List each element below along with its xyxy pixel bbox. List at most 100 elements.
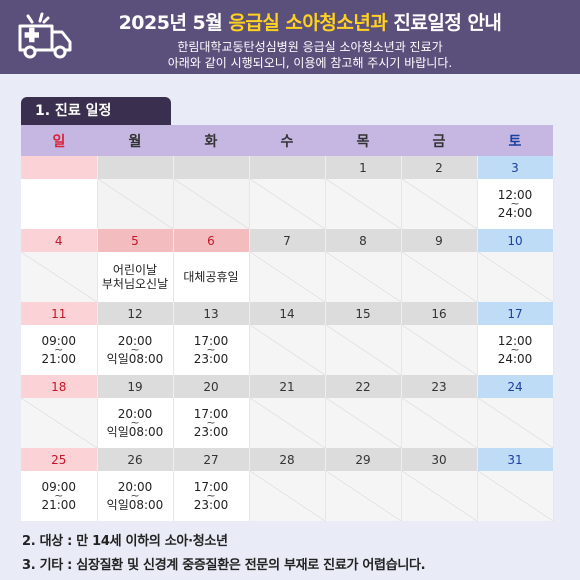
tilde-separator: ~ xyxy=(130,343,140,356)
holiday-label: 부처님오신날 xyxy=(101,277,169,291)
date-cell-sat: 3 xyxy=(477,156,554,179)
section-tab-schedule: 1. 진료 일정 xyxy=(21,97,171,125)
schedule-cell xyxy=(477,398,554,448)
title-highlight: 응급실 소아청소년과 xyxy=(228,12,388,34)
end-time: 익일08:00 xyxy=(106,352,164,366)
tilde-separator: ~ xyxy=(206,343,216,356)
date-cell-thu: 22 xyxy=(325,375,402,398)
ambulance-icon xyxy=(18,12,72,59)
schedule-row: 09:00 ~21:00 20:00 ~ 익일08:00 17:00 ~23:00 xyxy=(21,471,554,521)
schedule-cell xyxy=(477,252,554,302)
weekday-sun: 일 xyxy=(21,125,97,156)
end-time: 23:00 xyxy=(193,498,229,512)
start-time: 20:00 xyxy=(117,480,153,494)
schedule-cell: 20:00 ~ 익일08:00 xyxy=(97,471,174,521)
schedule-cell xyxy=(401,325,478,375)
schedule-cell: 20:00 ~ 익일08:00 xyxy=(97,398,174,448)
start-time: 09:00 xyxy=(41,334,77,348)
date-row: 11 12 13 14 15 16 17 xyxy=(21,302,554,325)
date-cell-wed: 21 xyxy=(249,375,326,398)
tilde-separator: ~ xyxy=(130,416,140,429)
schedule-cell: 09:00 ~21:00 xyxy=(21,471,98,521)
schedule-cell: 20:00 ~ 익일08:00 xyxy=(97,325,174,375)
weekday-mon: 월 xyxy=(97,125,173,156)
schedule-cell xyxy=(249,398,326,448)
schedule-row: 어린이날 부처님오신날 대체공휴일 xyxy=(21,252,554,302)
schedule-row: 20:00 ~ 익일08:00 17:00 ~23:00 xyxy=(21,398,554,448)
date-cell-sun: 4 xyxy=(21,229,98,252)
date-cell-sun: 11 xyxy=(21,302,98,325)
schedule-cell xyxy=(325,179,402,229)
tilde-separator: ~ xyxy=(54,343,64,356)
tilde-separator: ~ xyxy=(54,489,64,502)
schedule-cell xyxy=(325,471,402,521)
schedule-cell: 12:00 ~24:00 xyxy=(477,179,554,229)
schedule-cell xyxy=(97,179,174,229)
weekday-header-row: 일 월 화 수 목 금 토 xyxy=(21,125,553,156)
date-cell-sat: 31 xyxy=(477,448,554,471)
date-cell-fri: 2 xyxy=(401,156,478,179)
schedule-row: 09:00 ~21:00 20:00 ~ 익일08:00 17:00 ~23:00 12:00… xyxy=(21,325,554,375)
schedule-cell: 17:00 ~23:00 xyxy=(173,471,250,521)
end-time: 24:00 xyxy=(497,352,533,366)
schedule-cell xyxy=(21,398,98,448)
start-time: 12:00 xyxy=(497,188,533,202)
date-row: 4 5 6 7 8 9 10 xyxy=(21,229,554,252)
schedule-cell xyxy=(477,471,554,521)
schedule-cell: 17:00 ~23:00 xyxy=(173,325,250,375)
date-cell-wed: 7 xyxy=(249,229,326,252)
date-cell-thu: 8 xyxy=(325,229,402,252)
date-cell-thu: 29 xyxy=(325,448,402,471)
tilde-separator: ~ xyxy=(510,343,520,356)
footer-target-note: 2. 대상 : 만 14세 이하의 소아·청소년 xyxy=(22,534,228,549)
schedule-cell: 12:00 ~24:00 xyxy=(477,325,554,375)
date-row: 18 19 20 21 22 23 24 xyxy=(21,375,554,398)
schedule-cell: 17:00 ~23:00 xyxy=(173,398,250,448)
date-cell-mon: 5 xyxy=(97,229,174,252)
date-cell-sat: 24 xyxy=(477,375,554,398)
holiday-label: 대체공휴일 xyxy=(183,270,239,284)
weekday-wed: 수 xyxy=(249,125,325,156)
date-cell-thu: 15 xyxy=(325,302,402,325)
date-cell-tue xyxy=(173,156,250,179)
date-cell-tue: 27 xyxy=(173,448,250,471)
holiday-label: 어린이날 xyxy=(112,263,158,277)
date-cell-fri: 30 xyxy=(401,448,478,471)
schedule-cell: 대체공휴일 xyxy=(173,252,250,302)
schedule-cell xyxy=(401,179,478,229)
weekday-tue: 화 xyxy=(173,125,249,156)
date-cell-mon: 26 xyxy=(97,448,174,471)
start-time: 17:00 xyxy=(193,407,229,421)
schedule-cell xyxy=(249,252,326,302)
start-time: 12:00 xyxy=(497,334,533,348)
date-cell-sun xyxy=(21,156,98,179)
date-cell-mon xyxy=(97,156,174,179)
start-time: 17:00 xyxy=(193,334,229,348)
tilde-separator: ~ xyxy=(206,489,216,502)
date-row: 25 26 27 28 29 30 31 xyxy=(21,448,554,471)
date-cell-tue: 6 xyxy=(173,229,250,252)
start-time: 20:00 xyxy=(117,334,153,348)
schedule-cell xyxy=(21,179,98,229)
schedule-cell xyxy=(325,398,402,448)
schedule-cell xyxy=(325,252,402,302)
date-cell-tue: 13 xyxy=(173,302,250,325)
date-cell-tue: 20 xyxy=(173,375,250,398)
schedule-cell xyxy=(401,252,478,302)
schedule-cell xyxy=(249,325,326,375)
end-time: 21:00 xyxy=(41,498,77,512)
date-cell-wed xyxy=(249,156,326,179)
schedule-cell xyxy=(173,179,250,229)
weekday-thu: 목 xyxy=(325,125,401,156)
schedule-cell: 어린이날 부처님오신날 xyxy=(97,252,174,302)
schedule-cell xyxy=(325,325,402,375)
date-cell-fri: 9 xyxy=(401,229,478,252)
end-time: 21:00 xyxy=(41,352,77,366)
schedule-cell xyxy=(249,471,326,521)
tilde-separator: ~ xyxy=(206,416,216,429)
schedule-cell xyxy=(249,179,326,229)
end-time: 익일08:00 xyxy=(106,498,164,512)
page-title: 2025년 5월 응급실 소아청소년과 진료일정 안내 xyxy=(118,12,502,34)
end-time: 익일08:00 xyxy=(106,425,164,439)
